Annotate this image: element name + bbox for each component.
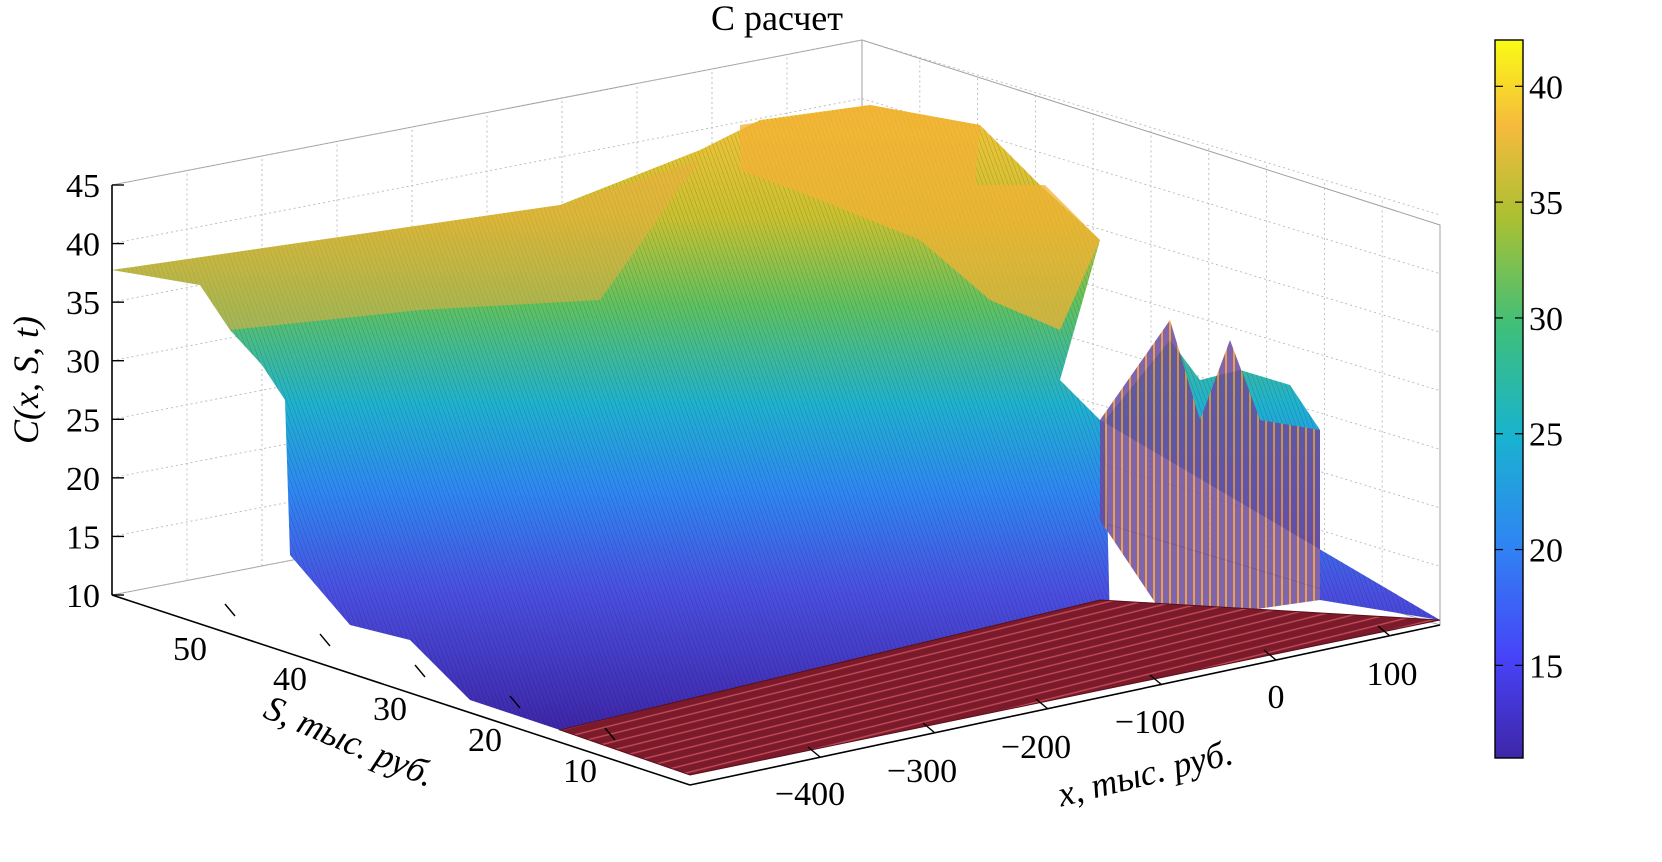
z-axis-label: C(x, S, t) <box>6 316 46 444</box>
x-tick-mark <box>1377 625 1391 637</box>
z-tick-label: 35 <box>66 285 100 322</box>
x-tick-label: 100 <box>1367 656 1418 693</box>
surface-peak-plateau <box>740 105 1100 330</box>
colorbar-gradient <box>1494 39 1524 759</box>
s-tick-label: 30 <box>373 691 407 728</box>
s-tick-group: 10 20 30 40 50 <box>173 603 616 790</box>
z-tick-group: 10 15 20 25 30 35 40 45 <box>66 168 124 615</box>
grid-line <box>111 39 863 186</box>
x-tick-mark <box>1035 698 1049 710</box>
x-tick-label: −100 <box>1115 704 1185 741</box>
z-tick-label: 15 <box>66 519 100 556</box>
floor-band <box>558 599 1441 776</box>
colorbar-tick-label: 35 <box>1529 185 1563 222</box>
z-tick-label: 10 <box>66 578 100 615</box>
z-tick-label: 25 <box>66 402 100 439</box>
colorbar-tick-label: 30 <box>1529 301 1563 338</box>
z-tick-label: 30 <box>66 344 100 381</box>
s-tick-label: 50 <box>173 631 207 668</box>
x-tick-mark <box>1263 649 1277 661</box>
colorbar-tick-group: 15 20 25 30 35 40 <box>1495 69 1563 685</box>
colorbar-tick-label: 25 <box>1529 417 1563 454</box>
x-tick-group: −400 −300 −200 −100 0 100 <box>775 625 1418 813</box>
chart-title: С расчет <box>711 0 843 38</box>
x-axis-label: x, тыс. руб. <box>1052 732 1236 814</box>
x-tick-mark <box>807 746 821 758</box>
s-tick-mark <box>604 727 616 741</box>
colorbar-tick-label: 20 <box>1529 533 1563 570</box>
x-tick-mark <box>1149 674 1163 686</box>
surface-plot <box>112 105 1441 776</box>
surface-high-plateau <box>112 160 700 330</box>
colorbar: 15 20 25 30 35 40 <box>1494 39 1563 759</box>
z-tick-label: 20 <box>66 461 100 498</box>
front-axes: 10 15 20 25 30 35 40 45 10 20 30 40 50 −400 −300 −200… <box>66 168 1441 813</box>
x-tick-label: −400 <box>775 776 845 813</box>
oscillating-region <box>1100 320 1320 610</box>
s-tick-mark <box>414 664 426 678</box>
x-tick-label: −300 <box>887 753 957 790</box>
grid-line <box>861 39 1441 216</box>
s-tick-mark <box>319 633 331 647</box>
x-tick-label: −200 <box>1001 729 1071 766</box>
x-tick-mark <box>922 722 936 734</box>
x-tick-label: 0 <box>1268 679 1285 716</box>
s-tick-label: 20 <box>468 722 502 759</box>
z-tick-label: 45 <box>66 168 100 205</box>
s-tick-label: 40 <box>273 661 307 698</box>
s-axis-line <box>111 594 691 786</box>
s-tick-mark <box>224 603 236 617</box>
s-axis-label: S, тыс. руб. <box>259 687 441 795</box>
z-tick-label: 40 <box>66 227 100 264</box>
colorbar-tick-label: 40 <box>1529 69 1563 106</box>
colorbar-tick-label: 15 <box>1529 648 1563 685</box>
x-axis-line <box>689 624 1441 786</box>
s-tick-mark <box>509 695 521 709</box>
s-tick-label: 10 <box>563 753 597 790</box>
